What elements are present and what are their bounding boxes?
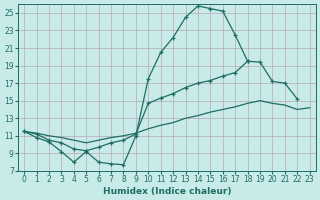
X-axis label: Humidex (Indice chaleur): Humidex (Indice chaleur): [103, 187, 231, 196]
